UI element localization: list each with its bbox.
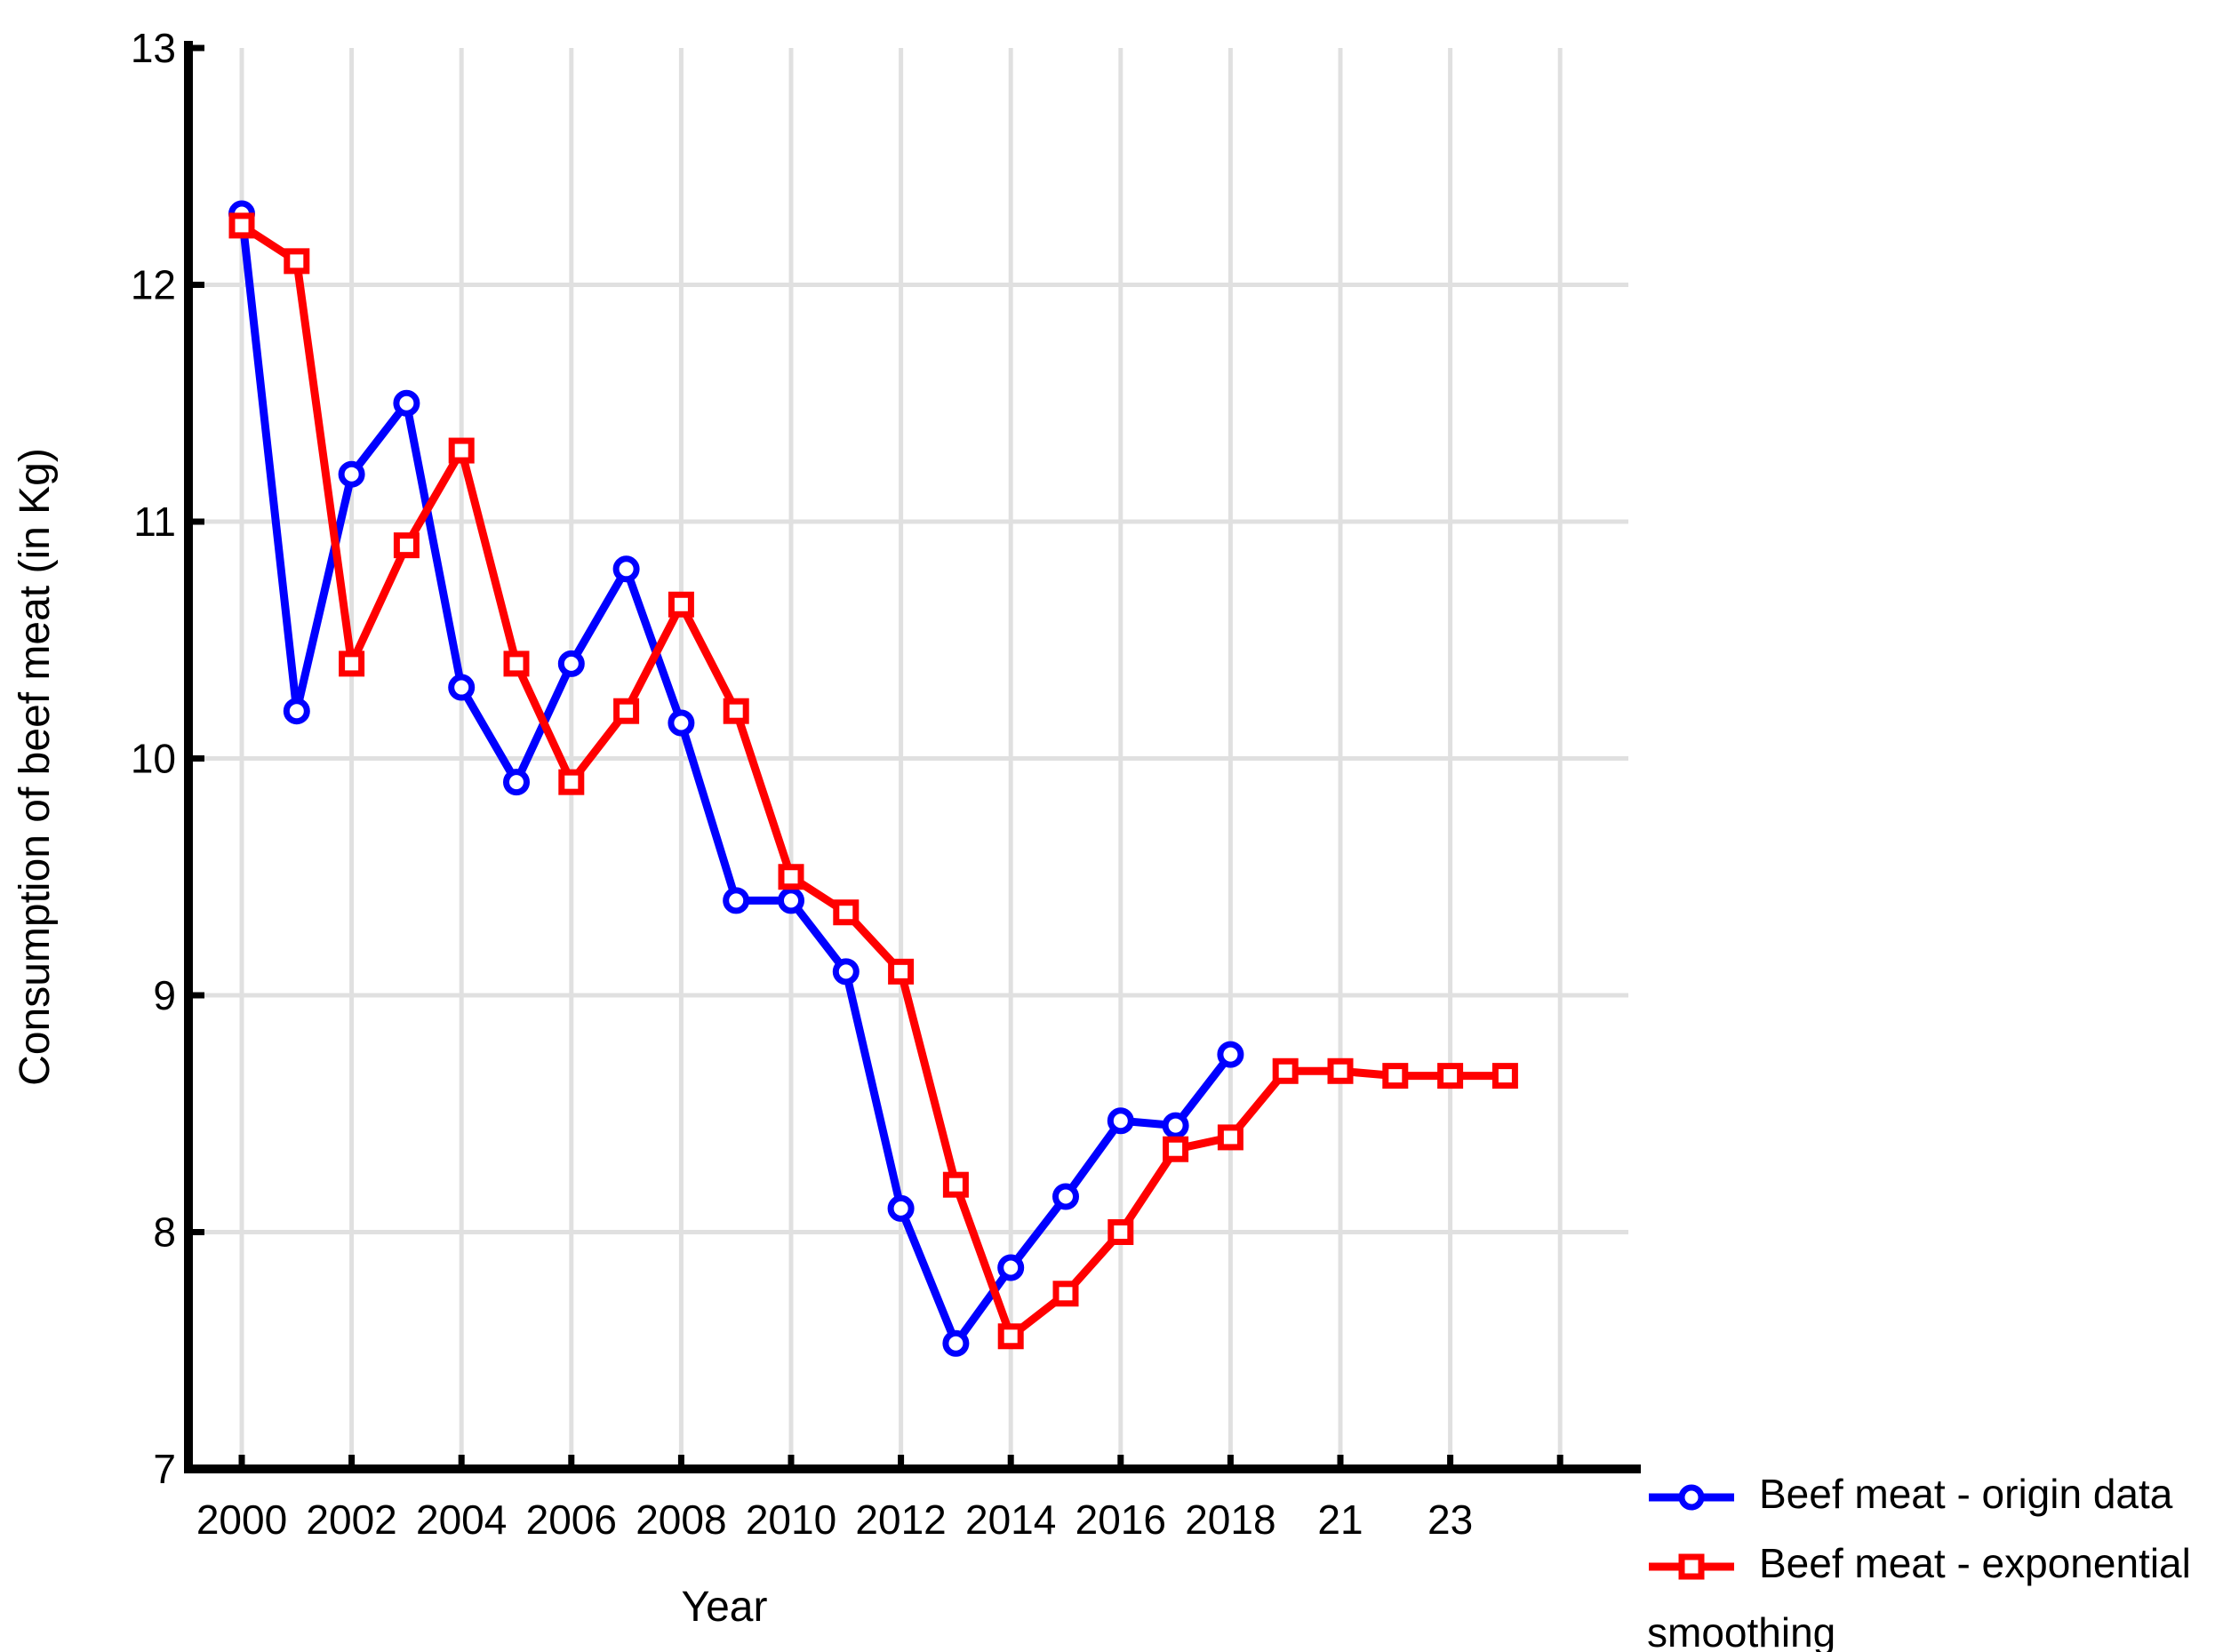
- data-point-marker: [503, 650, 530, 677]
- y-axis-title: Consumption of beef meat (in Kg): [12, 448, 59, 1086]
- data-point-marker: [557, 650, 585, 677]
- y-tick-label: 7: [153, 1446, 176, 1492]
- data-point-marker: [1108, 1219, 1134, 1245]
- data-point-marker: [887, 1194, 915, 1222]
- x-tick-label: 2018: [1185, 1496, 1275, 1543]
- series-line-0: [237, 210, 1235, 1348]
- data-point-marker: [942, 1171, 969, 1198]
- legend: Beef meat - origin data Beef meat - expo…: [1647, 1459, 2223, 1652]
- data-point-marker: [1107, 1107, 1134, 1135]
- data-point-marker: [228, 212, 255, 239]
- x-tick-label: 2016: [1076, 1496, 1166, 1543]
- tick-label-layer: 7 8 9 10 11 12 13 2000 2002 2004 2006 2008 2010 2012 2…: [131, 25, 1473, 1543]
- data-point-marker: [668, 591, 694, 618]
- data-point-marker: [723, 698, 749, 724]
- x-tick-label: 21: [1317, 1496, 1363, 1543]
- data-point-marker: [833, 899, 860, 926]
- data-point-marker: [778, 864, 804, 890]
- legend-swatch-circle-icon: [1649, 1484, 1734, 1511]
- data-point-marker: [668, 709, 695, 737]
- data-point-marker: [942, 1329, 970, 1357]
- data-point-marker: [339, 650, 365, 677]
- y-tick-label: 13: [131, 25, 176, 71]
- data-point-marker: [558, 769, 585, 795]
- data-point-marker: [1217, 1041, 1244, 1068]
- x-axis-title: Year: [682, 1584, 768, 1631]
- data-point-marker: [1272, 1057, 1299, 1084]
- data-point-marker: [393, 389, 420, 417]
- data-point-marker: [284, 248, 310, 275]
- data-point-marker: [997, 1323, 1024, 1350]
- data-point-marker: [393, 532, 420, 559]
- legend-label-exponential: Beef meat - exponential: [1759, 1540, 2191, 1586]
- series-layer: [228, 200, 1518, 1357]
- y-tick-label: 12: [131, 262, 176, 308]
- data-point-marker: [338, 460, 365, 488]
- legend-item-origin-data: Beef meat - origin data: [1647, 1459, 2223, 1528]
- x-tick-label: 2006: [526, 1496, 617, 1543]
- grid-layer: [188, 48, 1628, 1469]
- x-tick-label: 2002: [306, 1496, 396, 1543]
- y-tick-label: 11: [133, 499, 176, 545]
- series-0: [228, 200, 1244, 1357]
- data-point-marker: [283, 698, 310, 725]
- x-tick-label: 2004: [416, 1496, 507, 1543]
- data-point-marker: [1217, 1124, 1243, 1151]
- data-point-marker: [503, 769, 530, 796]
- data-point-marker: [448, 437, 475, 464]
- y-tick-label: 10: [131, 736, 176, 782]
- data-point-marker: [997, 1254, 1025, 1281]
- y-tick-label: 9: [153, 972, 176, 1018]
- y-tick-label: 8: [153, 1209, 176, 1256]
- data-point-marker: [1382, 1063, 1409, 1089]
- data-point-marker: [1437, 1063, 1464, 1089]
- data-point-marker: [1162, 1112, 1189, 1139]
- x-tick-label: 2008: [636, 1496, 726, 1543]
- data-point-marker: [888, 958, 915, 985]
- legend-label-origin-data: Beef meat - origin data: [1759, 1471, 2173, 1517]
- legend-swatch-square-icon: [1649, 1553, 1734, 1580]
- x-tick-label: 2014: [965, 1496, 1056, 1543]
- data-point-marker: [1052, 1281, 1079, 1307]
- tick-layer: [188, 44, 1563, 1472]
- x-tick-label: 2010: [746, 1496, 836, 1543]
- data-point-marker: [1052, 1183, 1079, 1210]
- data-point-marker: [448, 674, 476, 701]
- data-point-marker: [778, 887, 804, 914]
- x-tick-label: 2012: [855, 1496, 946, 1543]
- legend-label-smoothing-wrap: smoothing: [1647, 1609, 1836, 1652]
- x-tick-label: 2000: [196, 1496, 287, 1543]
- legend-item-exponential-smoothing: Beef meat - exponential: [1647, 1528, 2223, 1598]
- data-point-marker: [723, 887, 750, 914]
- data-point-marker: [1491, 1063, 1518, 1089]
- data-point-marker: [612, 555, 640, 583]
- x-tick-label: 23: [1427, 1496, 1473, 1543]
- data-point-marker: [832, 958, 860, 986]
- data-point-marker: [1163, 1136, 1189, 1162]
- data-point-marker: [1327, 1057, 1354, 1084]
- series-1: [228, 212, 1518, 1350]
- data-point-marker: [613, 698, 640, 724]
- series-line-1: [237, 221, 1509, 1341]
